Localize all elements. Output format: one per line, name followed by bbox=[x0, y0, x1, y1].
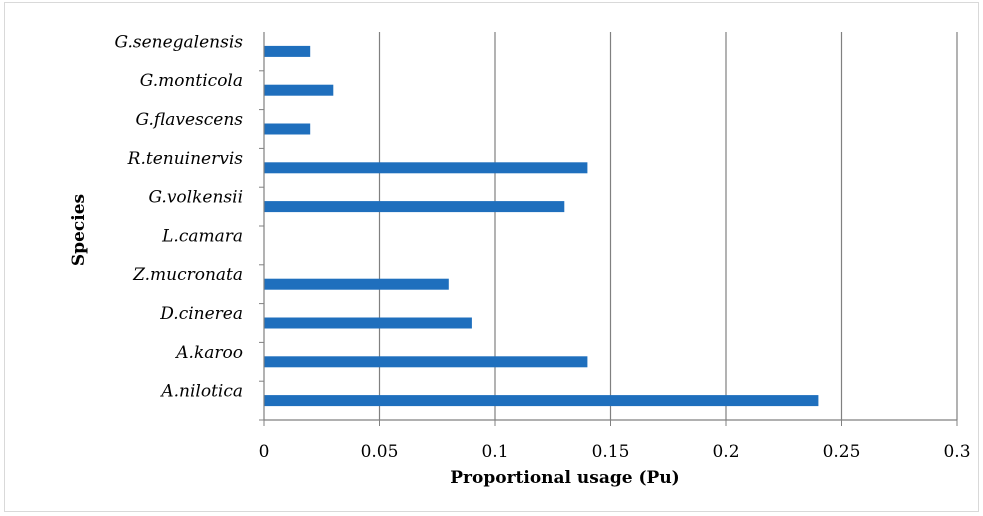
bar bbox=[264, 201, 565, 213]
bar bbox=[264, 278, 449, 290]
category-label: A.karoo bbox=[174, 343, 243, 363]
category-label: A.nilotica bbox=[159, 382, 243, 402]
bar bbox=[264, 123, 311, 135]
bar bbox=[264, 45, 311, 57]
x-tick-label: 0.15 bbox=[592, 442, 630, 462]
chart-frame bbox=[4, 2, 979, 512]
category-labels: A.nilotica A.karoo D.cinerea Z.mucronata L.c… bbox=[114, 32, 243, 401]
x-tick-label: 0.05 bbox=[361, 442, 399, 462]
y-ticks bbox=[259, 70, 264, 421]
category-label: Z.mucronata bbox=[132, 265, 243, 285]
category-label: L.camara bbox=[161, 226, 243, 246]
x-tick-label: 0.1 bbox=[481, 442, 508, 462]
category-label: G.flavescens bbox=[136, 110, 244, 130]
category-label: G.senegalensis bbox=[114, 32, 243, 52]
category-label: R.tenuinervis bbox=[127, 149, 244, 169]
x-ticks bbox=[263, 420, 958, 426]
x-tick-label: 0.3 bbox=[943, 442, 970, 462]
bars bbox=[264, 45, 819, 407]
category-label: G.volkensii bbox=[148, 188, 243, 208]
bar bbox=[264, 395, 819, 407]
category-label: D.cinerea bbox=[159, 304, 243, 324]
x-tick-label: 0 bbox=[259, 442, 270, 462]
x-tick-label: 0.25 bbox=[823, 442, 861, 462]
bar bbox=[264, 84, 334, 96]
x-axis-title: Proportional usage (Pu) bbox=[450, 468, 679, 488]
category-label: G.monticola bbox=[140, 71, 243, 91]
y-axis-title: Species bbox=[69, 194, 89, 266]
x-tick-labels: 0 0.05 0.1 0.15 0.2 0.25 0.3 bbox=[259, 442, 971, 462]
bar bbox=[264, 317, 472, 329]
bar bbox=[264, 356, 588, 368]
x-tick-label: 0.2 bbox=[712, 442, 739, 462]
gridlines bbox=[378, 32, 958, 420]
bar bbox=[264, 162, 588, 174]
